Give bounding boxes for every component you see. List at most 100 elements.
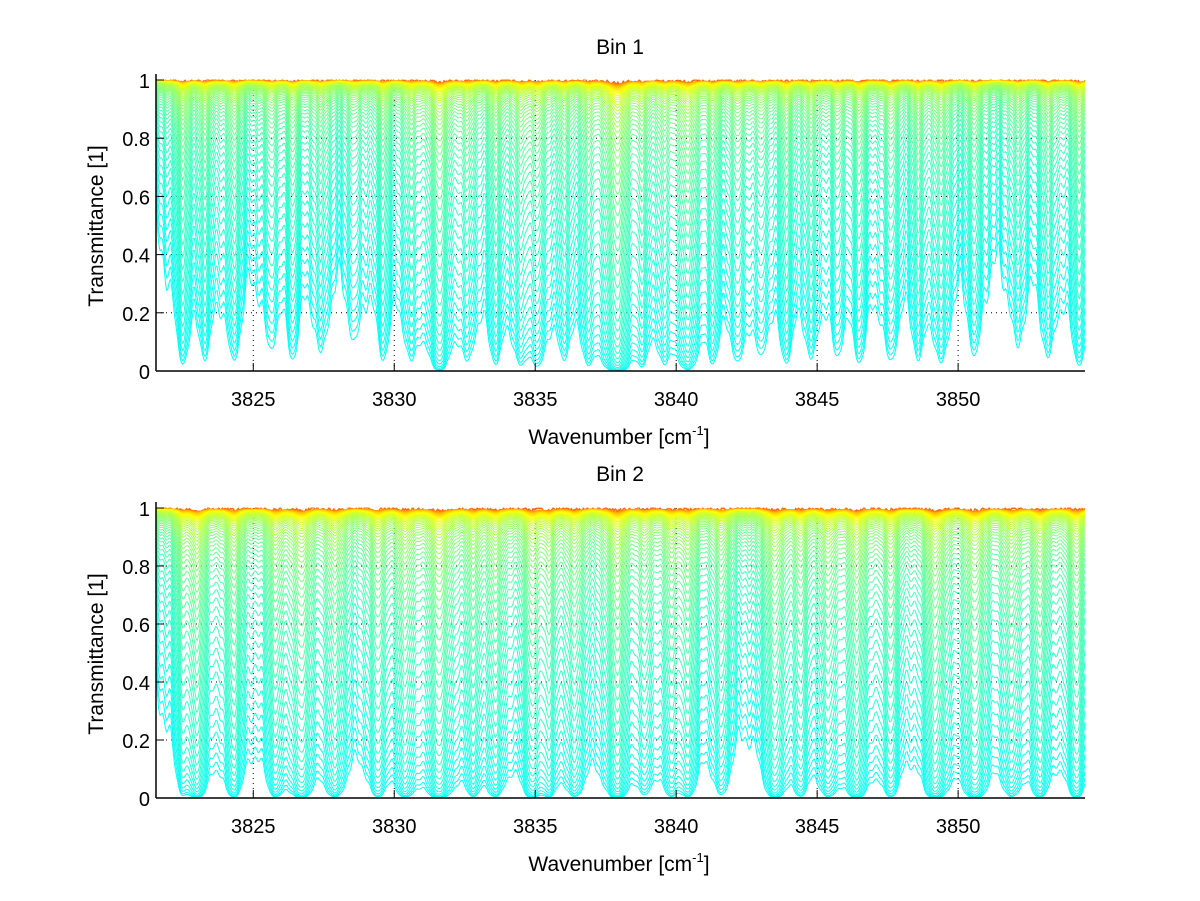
spectrum-line — [155, 528, 1086, 652]
spectrum-line — [155, 606, 1086, 793]
spectrum-line — [155, 509, 1086, 530]
axes — [155, 502, 1085, 799]
spectra-curves — [155, 507, 1086, 799]
spectrum-line — [155, 87, 1086, 176]
spectrum-line — [155, 81, 1086, 108]
spectrum-line — [155, 81, 1086, 103]
spectrum-line — [155, 526, 1086, 641]
x-tick-label: 3830 — [372, 816, 417, 838]
spectrum-line — [155, 81, 1086, 106]
x-axis-label-text: Wavenumber [cm — [528, 426, 692, 449]
y-tick-label: 0.8 — [122, 557, 150, 579]
subplot-title: Bin 2 — [596, 463, 644, 486]
x-tick-label: 3850 — [936, 389, 981, 411]
spectrum-line — [155, 636, 1086, 798]
spectrum-line — [155, 508, 1086, 521]
spectrum-line — [155, 589, 1086, 785]
spectrum-line — [155, 83, 1086, 139]
spectrum-line — [155, 111, 1086, 322]
spectrum-line — [155, 536, 1086, 688]
spectrum-line — [155, 533, 1086, 676]
spectrum-line — [155, 518, 1086, 593]
spectrum-line — [155, 98, 1086, 264]
spectrum-line — [155, 84, 1086, 145]
spectrum-line — [155, 507, 1086, 514]
spectrum-line — [155, 509, 1086, 524]
x-tick-label: 3850 — [936, 816, 981, 838]
spectrum-line — [155, 512, 1086, 555]
spectrum-line — [155, 146, 1086, 366]
y-tick-label: 0 — [139, 789, 150, 811]
spectrum-line — [155, 524, 1086, 630]
spectrum-line — [155, 86, 1086, 167]
x-axis-label: Wavenumber [cm-1] — [528, 423, 709, 449]
spectrum-line — [155, 105, 1086, 301]
spectrum-line — [155, 85, 1086, 159]
y-tick-label: 0.8 — [122, 129, 150, 151]
spectrum-line — [155, 511, 1086, 546]
spectrum-line — [155, 556, 1086, 747]
spectrum-line — [155, 511, 1086, 542]
y-tick-labels: 0 0.2 0.4 0.6 0.8 1 — [122, 499, 150, 811]
y-tick-label: 0.6 — [122, 615, 150, 637]
subplot-title: Bin 1 — [596, 36, 644, 59]
spectrum-line — [155, 520, 1086, 610]
y-tick-label: 0 — [139, 362, 150, 384]
spectrum-line — [155, 514, 1086, 565]
spectrum-line — [155, 123, 1086, 348]
y-axis-label: Transmittance [1] — [85, 145, 108, 306]
spectrum-line — [155, 82, 1086, 128]
spectrum-line — [155, 519, 1086, 601]
spectrum-line — [155, 509, 1086, 528]
spectrum-line — [155, 128, 1086, 354]
spectrum-line — [155, 581, 1086, 780]
spectrum-line — [155, 94, 1086, 240]
x-axis-label: Wavenumber [cm-1] — [528, 850, 709, 876]
y-tick-label: 0.4 — [122, 246, 150, 268]
spectrum-line — [155, 108, 1086, 312]
x-tick-label: 3825 — [231, 816, 276, 838]
spectrum-line — [155, 81, 1086, 115]
spectra-curves — [155, 79, 1086, 372]
x-tick-label: 3830 — [372, 389, 417, 411]
spectrum-line — [155, 90, 1086, 206]
x-tick-label: 3840 — [654, 816, 699, 838]
spectrum-line — [155, 512, 1086, 550]
spectrum-line — [155, 547, 1086, 725]
spectrum-line — [155, 153, 1086, 369]
y-tick-label: 0.2 — [122, 731, 150, 753]
y-tick-label: 0.6 — [122, 187, 150, 209]
x-tick-label: 3840 — [654, 389, 699, 411]
spectrum-line — [155, 513, 1086, 560]
x-tick-labels: 3825 3830 3835 3840 3845 3850 — [231, 816, 980, 838]
spectrum-line — [155, 119, 1086, 341]
spectrum-line — [155, 91, 1086, 217]
spectrum-line — [155, 509, 1086, 526]
spectrum-line — [155, 562, 1086, 757]
spectrum-line — [155, 517, 1086, 585]
y-tick-labels: 0 0.2 0.4 0.6 0.8 1 — [122, 71, 150, 384]
x-axis-label-superscript: -1 — [692, 850, 704, 865]
spectrum-line — [155, 509, 1086, 523]
spectrum-line — [155, 100, 1086, 277]
spectrum-line — [155, 522, 1086, 620]
spectrum-line — [155, 92, 1086, 228]
y-tick-label: 1 — [139, 71, 150, 93]
x-axis-label-suffix: ] — [704, 853, 710, 876]
spectrum-line — [155, 515, 1086, 571]
spectrum-line — [155, 89, 1086, 195]
spectrum-line — [155, 82, 1086, 119]
x-tick-label: 3835 — [513, 389, 558, 411]
spectrum-line — [155, 510, 1086, 536]
y-axis-label: Transmittance [1] — [85, 573, 108, 734]
y-tick-label: 0.2 — [122, 304, 150, 326]
spectrum-line — [155, 539, 1086, 701]
spectrum-line — [155, 83, 1086, 133]
spectrum-line — [155, 625, 1086, 797]
spectrum-line — [155, 615, 1086, 795]
spectrum-line — [155, 647, 1086, 798]
y-tick-label: 0.4 — [122, 673, 150, 695]
spectrum-line — [155, 568, 1086, 766]
x-axis-label-suffix: ] — [704, 426, 710, 449]
spectrum-line — [155, 551, 1086, 736]
